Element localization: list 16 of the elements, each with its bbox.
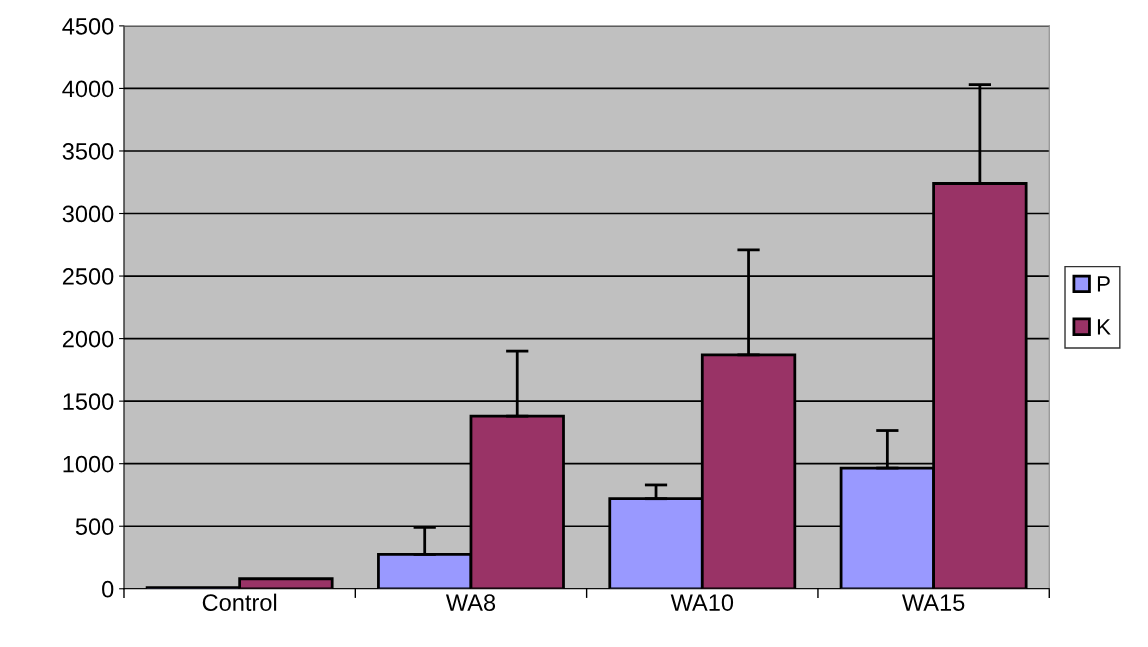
legend-label: K (1097, 319, 1111, 335)
y-tick-label: 3500 (62, 143, 114, 160)
legend-label: P (1097, 276, 1110, 292)
y-tick-label: 2000 (62, 330, 114, 348)
y-tick-label: 0 (102, 580, 114, 598)
x-tick-label: WA10 (670, 594, 734, 611)
y-tick-label: 500 (75, 518, 114, 536)
x-tick-label: WA8 (445, 594, 496, 611)
y-tick-label: 1000 (63, 455, 114, 473)
x-tick-label: Control (202, 593, 277, 611)
x-tick-label: WA15 (902, 594, 965, 611)
y-tick-label: 3000 (62, 205, 114, 223)
y-tick-label: 4500 (62, 17, 114, 35)
y-tick-label: 2500 (62, 268, 114, 285)
y-tick-label: 1500 (63, 393, 114, 410)
y-tick-label: 4000 (62, 80, 114, 98)
